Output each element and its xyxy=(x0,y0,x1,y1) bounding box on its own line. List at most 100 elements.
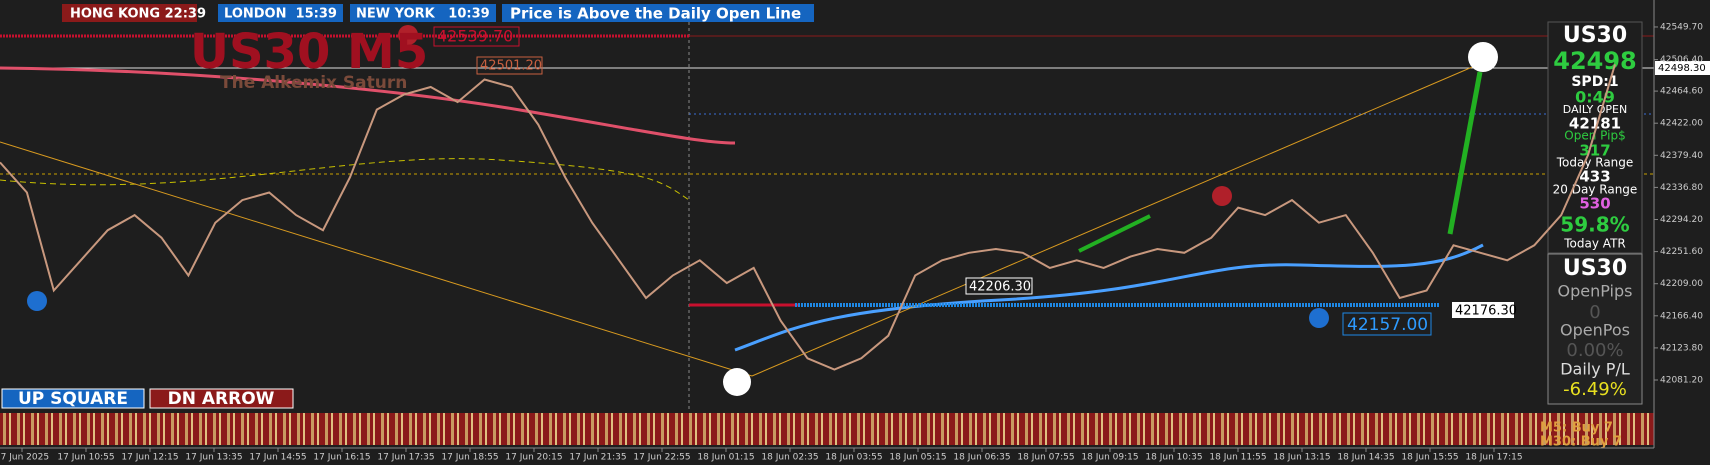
title: US30 M5 xyxy=(190,24,428,80)
x-tick-label: 18 Jun 17:15 xyxy=(1465,453,1522,463)
x-tick-label: 17 Jun 13:35 xyxy=(185,453,242,463)
price-label-box xyxy=(433,26,520,47)
marker xyxy=(1212,186,1232,206)
panel-text: 42181 xyxy=(1569,115,1621,133)
panel-text: US30 xyxy=(1563,256,1627,281)
arrow xyxy=(1447,71,1483,235)
price-label: 42539.70 xyxy=(437,27,513,46)
y-tick-label: 42336.80 xyxy=(1660,183,1703,193)
marker xyxy=(1309,308,1329,328)
price-label: 42157.00 xyxy=(1347,315,1428,335)
arrow xyxy=(1078,214,1151,253)
x-tick-label: 17 Jun 16:15 xyxy=(313,453,370,463)
x-tick-label: 18 Jun 01:15 xyxy=(697,453,754,463)
price-axis xyxy=(1654,0,1710,465)
trendline xyxy=(0,141,753,377)
panel-text: Daily P/L xyxy=(1560,360,1630,379)
x-tick-label: 18 Jun 06:35 xyxy=(953,453,1010,463)
panel-text: Today ATR xyxy=(1563,237,1625,251)
x-tick-label: 18 Jun 13:15 xyxy=(1273,453,1330,463)
marker xyxy=(398,25,418,45)
y-tick-label: 42209.00 xyxy=(1660,279,1703,289)
price-label: 42501.20 xyxy=(480,59,542,74)
panel-text: Open Pip$ xyxy=(1564,129,1625,143)
x-tick-label: 18 Jun 15:55 xyxy=(1401,453,1458,463)
panel-text: DAILY OPEN xyxy=(1563,103,1627,116)
y-tick-label: 42166.40 xyxy=(1660,311,1703,321)
x-tick-label: 17 Jun 10:55 xyxy=(57,453,114,463)
clock: HONG KONG 22:39 xyxy=(70,7,206,22)
current-price-box xyxy=(1655,61,1710,75)
panel-text: OpenPips xyxy=(1558,282,1633,301)
info-panel xyxy=(1547,21,1643,254)
panel-text: OpenPos xyxy=(1560,321,1630,340)
clock: NEW YORK 10:39 xyxy=(356,7,490,22)
x-tick-label: 18 Jun 09:15 xyxy=(1081,453,1138,463)
y-tick-label: 42251.60 xyxy=(1660,247,1703,257)
x-tick-label: 18 Jun 11:55 xyxy=(1209,453,1266,463)
marker xyxy=(27,291,47,311)
ma-yellow xyxy=(0,158,690,201)
price-label-box xyxy=(965,277,1033,295)
y-tick-label: 42379.40 xyxy=(1660,151,1703,161)
subtitle: The Alkemix Saturn xyxy=(220,73,407,93)
price-label-box xyxy=(1452,302,1514,318)
x-tick-label: 18 Jun 14:35 xyxy=(1337,453,1394,463)
button-label[interactable]: DN ARROW xyxy=(168,389,275,409)
x-tick-label: 18 Jun 05:15 xyxy=(889,453,946,463)
x-tick-label: 17 Jun 2025 xyxy=(0,453,49,463)
x-tick-label: 18 Jun 03:55 xyxy=(825,453,882,463)
y-tick-label: 42506.40 xyxy=(1660,55,1703,65)
panel-text: 42498 xyxy=(1553,47,1637,75)
clock: LONDON 15:39 xyxy=(224,7,337,22)
marker xyxy=(723,368,751,396)
signal-strip xyxy=(0,413,1654,445)
panel-text: 433 xyxy=(1579,168,1610,186)
y-tick-label: 42464.60 xyxy=(1660,87,1703,97)
marker xyxy=(1468,42,1498,72)
status: Price is Above the Daily Open Line xyxy=(510,5,801,23)
clock-box xyxy=(350,4,496,22)
button-label[interactable]: UP SQUARE xyxy=(18,389,128,409)
button[interactable] xyxy=(1,388,145,409)
panel-text: -6.49% xyxy=(1563,379,1627,400)
button[interactable] xyxy=(149,388,294,409)
y-tick-label: 42549.70 xyxy=(1660,22,1703,32)
trendline xyxy=(751,64,1478,377)
price-label-box xyxy=(1342,312,1432,336)
x-tick-label: 17 Jun 12:15 xyxy=(121,453,178,463)
x-tick-label: 17 Jun 18:55 xyxy=(441,453,498,463)
panel-text: 0 xyxy=(1589,302,1600,323)
panel-text: Today Range xyxy=(1556,156,1634,170)
ma-red xyxy=(0,66,736,145)
clock-box xyxy=(218,4,343,22)
y-tick-label: 42123.80 xyxy=(1660,343,1703,353)
y-tick-label: 42294.20 xyxy=(1660,215,1703,225)
panel-text: SPD:1 xyxy=(1571,74,1618,90)
ma-blue xyxy=(734,243,1484,352)
current-price: 42498.30 xyxy=(1658,63,1706,74)
x-tick-label: 17 Jun 14:55 xyxy=(249,453,306,463)
price-line xyxy=(0,64,1616,371)
positions-panel xyxy=(1547,253,1643,405)
panel-text: 0.00% xyxy=(1566,340,1623,361)
price-label-box xyxy=(476,56,543,75)
clock-box xyxy=(62,4,197,22)
x-tick-label: 18 Jun 10:35 xyxy=(1145,453,1202,463)
y-tick-label: 42081.20 xyxy=(1660,376,1703,386)
x-tick-label: 18 Jun 02:35 xyxy=(761,453,818,463)
plot xyxy=(0,64,1616,371)
x-tick-label: 18 Jun 07:55 xyxy=(1017,453,1074,463)
panel-text: 530 xyxy=(1579,195,1610,213)
panel-text: 59.8% xyxy=(1560,213,1629,237)
status-box xyxy=(502,4,814,22)
price-label: 42206.30 xyxy=(969,280,1031,295)
panel-text: 0:49 xyxy=(1575,88,1615,107)
x-tick-label: 17 Jun 17:35 xyxy=(377,453,434,463)
x-tick-label: 17 Jun 22:55 xyxy=(633,453,690,463)
x-tick-label: 17 Jun 21:35 xyxy=(569,453,626,463)
